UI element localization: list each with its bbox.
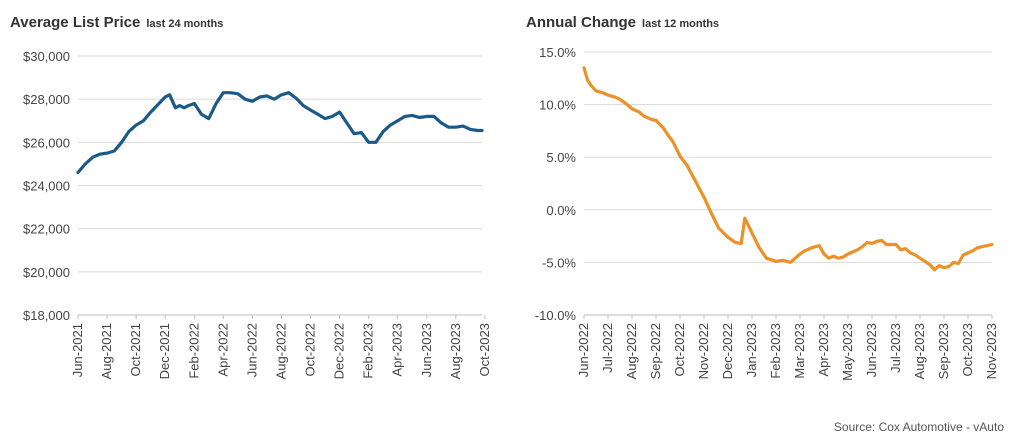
right-chart-y-tick-label: 15.0% [539, 45, 576, 60]
left-chart-y-tick-label: $24,000 [23, 179, 70, 194]
right-chart-x-tick-label: Nov-2022 [696, 323, 711, 379]
left-chart-y-tick-label: $28,000 [23, 92, 70, 107]
left-chart-title: Average List Price last 24 months [10, 14, 223, 31]
left-chart-x-tick-label: Jun-2023 [419, 323, 434, 377]
right-chart-x-tick-label: Mar-2023 [792, 323, 807, 379]
annual-change-chart: -10.0% -5.0% 0.0% 5.0% 10.0% 15.0% Jun-2022 Jul… [535, 45, 999, 381]
left-chart-x-tick-label: Jun-2022 [244, 323, 259, 377]
right-chart-x-tick-label: May-2023 [840, 323, 855, 381]
left-chart-subtitle: last 24 months [146, 18, 224, 30]
right-chart-subtitle: last 12 months [642, 18, 720, 30]
left-chart-x-tick-label: Oct-2022 [303, 323, 318, 376]
right-chart-title-text: Annual Change [526, 14, 637, 31]
right-chart-x-tick-label: Jul-2022 [600, 323, 615, 373]
left-chart-x-tick-label: Apr-2022 [215, 323, 230, 376]
left-chart-x-tick-label: Aug-2023 [448, 323, 463, 379]
left-chart-y-tick-label: $20,000 [23, 265, 70, 280]
right-chart-x-tick-label: Oct-2023 [960, 323, 975, 376]
left-chart-x-tick-label: Dec-2022 [332, 323, 347, 379]
right-chart-x-tick-label: Aug-2022 [624, 323, 639, 379]
left-chart-y-tick-label: $18,000 [23, 308, 70, 323]
left-chart-x-tick-label: Aug-2022 [273, 323, 288, 379]
left-chart-y-tick-label: $26,000 [23, 135, 70, 150]
left-chart-x-tick-label: Apr-2023 [390, 323, 405, 376]
left-chart-title-text: Average List Price [10, 14, 141, 31]
right-chart-x-tick-label: Sep-2023 [936, 323, 951, 379]
left-chart-x-tick-label: Jun-2021 [70, 323, 85, 377]
left-chart-x-tick-label: Dec-2021 [157, 323, 172, 379]
right-chart-y-tick-label: -10.0% [535, 308, 577, 323]
left-chart-x-tick-label: Oct-2021 [128, 323, 143, 376]
left-chart-series-line [76, 91, 484, 175]
right-chart-x-tick-label: Dec-2022 [720, 323, 735, 379]
right-chart-series-line [582, 66, 994, 272]
left-chart-y-tick-label: $30,000 [23, 49, 70, 64]
left-chart-x-tick-label: Oct-2023 [477, 323, 492, 376]
right-chart-title: Annual Change last 12 months [526, 14, 719, 31]
average-list-price-chart: $18,000 $20,000 $22,000 $24,000 $26,000 $28,0… [23, 49, 492, 379]
right-chart-x-tick-label: Jan-2023 [744, 323, 759, 377]
right-chart-x-tick-label: Nov-2023 [984, 323, 999, 379]
right-chart-x-tick-label: Jul-2023 [888, 323, 903, 373]
left-chart-x-tick-label: Aug-2021 [99, 323, 114, 379]
right-chart-x-tick-label: Jun-2022 [576, 323, 591, 377]
right-chart-y-tick-label: 5.0% [546, 150, 576, 165]
right-chart-x-tick-label: Jun-2023 [864, 323, 879, 377]
right-chart-y-tick-label: 10.0% [539, 98, 576, 113]
left-chart-x-tick-label: Feb-2022 [186, 323, 201, 379]
right-chart-x-tick-label: Apr-2023 [816, 323, 831, 376]
right-chart-x-tick-label: Feb-2023 [768, 323, 783, 379]
right-chart-x-tick-label: Sep-2022 [648, 323, 663, 379]
left-chart-y-tick-label: $22,000 [23, 222, 70, 237]
right-chart-x-tick-label: Aug-2023 [912, 323, 927, 379]
left-chart-x-tick-label: Feb-2023 [361, 323, 376, 379]
source-note: Source: Cox Automotive - vAuto [833, 420, 1004, 434]
right-chart-y-tick-label: 0.0% [546, 203, 576, 218]
right-chart-y-tick-label: -5.0% [542, 255, 576, 270]
right-chart-x-tick-label: Oct-2022 [672, 323, 687, 376]
